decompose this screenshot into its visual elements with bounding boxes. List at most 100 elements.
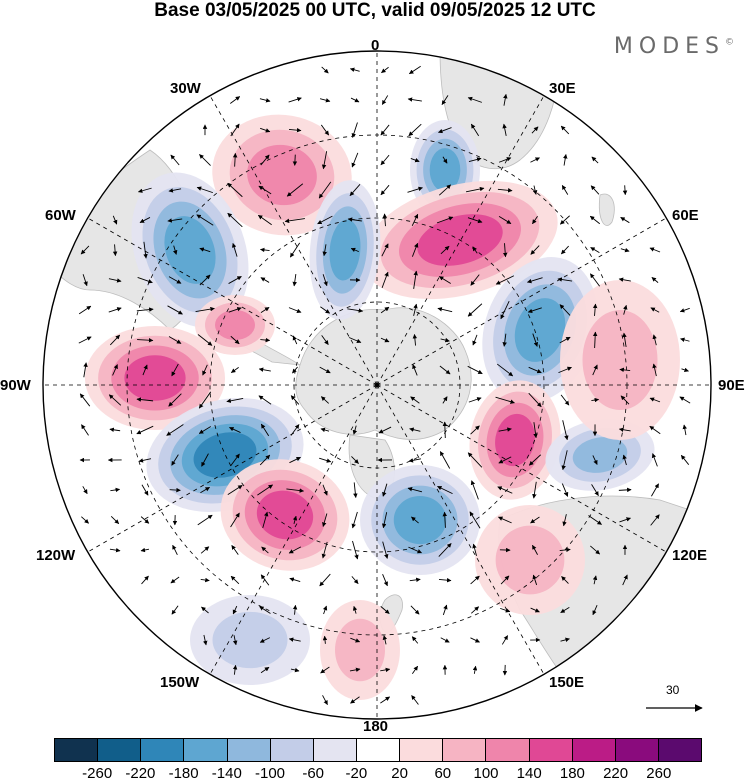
wind-vector (322, 513, 328, 527)
wind-vector (623, 304, 628, 315)
wind-vector (259, 454, 271, 466)
wind-vector (230, 512, 240, 528)
wind-vector (198, 426, 212, 434)
lobe-150w (190, 595, 310, 685)
wind-vector (502, 123, 507, 136)
wind-vector (284, 218, 305, 224)
wind-vector (288, 546, 302, 554)
wind-vector (559, 304, 571, 316)
wind-vector (467, 303, 483, 317)
wind-vector (651, 453, 658, 467)
wind-vector (532, 544, 538, 555)
wind-vector (562, 420, 569, 441)
lon-label-150e: 150E (549, 674, 585, 691)
wind-vector (650, 307, 660, 313)
wind-vector (649, 397, 661, 403)
wind-vector (108, 394, 122, 406)
wind-vector (292, 515, 298, 524)
wind-vector (231, 544, 239, 555)
wind-vector (591, 156, 599, 164)
wind-vector (408, 123, 422, 137)
wind-vector (230, 123, 240, 137)
wind-vector (321, 66, 329, 74)
wind-vector (381, 95, 389, 105)
wind-vector (169, 487, 181, 493)
wind-vector (350, 637, 361, 643)
wind-vector (592, 364, 598, 376)
wind-vector (137, 337, 154, 343)
wind-vector (349, 67, 360, 72)
lobe-140e-contour (495, 525, 565, 595)
wind-vector (380, 667, 391, 673)
wind-vector (651, 483, 659, 497)
wind-vector (320, 306, 331, 314)
lobe-165e-contour (393, 495, 447, 545)
wind-vector (498, 215, 512, 225)
wind-vector (168, 188, 182, 193)
wind-vector (500, 575, 510, 585)
wind-vector (681, 367, 689, 373)
wind-vector (321, 541, 328, 559)
wind-vector (620, 247, 630, 253)
wind-vector (136, 397, 154, 402)
wind-vector (351, 456, 359, 464)
wind-vector (381, 243, 389, 257)
wind-vector (410, 605, 420, 615)
wind-vector (560, 215, 570, 225)
wind-vector (170, 576, 180, 584)
colorbar-segment (615, 739, 659, 761)
wind-vector (82, 486, 88, 495)
lobe-135w-contour (256, 490, 314, 540)
wind-vector (496, 363, 514, 377)
wind-vector (138, 458, 152, 463)
wind-vector (228, 276, 242, 284)
brand-mark: © (725, 37, 734, 48)
wind-vector (495, 275, 515, 285)
wind-vector (530, 245, 540, 255)
wind-vector (437, 307, 453, 313)
wind-vector (622, 332, 627, 347)
wind-vector (232, 605, 238, 615)
wind-vector (440, 337, 450, 343)
colorbar-segment (227, 739, 271, 761)
wind-vector (321, 151, 328, 170)
wind-vector (260, 154, 270, 166)
wind-vector (319, 457, 332, 463)
wind-vector (408, 65, 421, 75)
wind-vector (140, 547, 150, 553)
wind-vector (322, 635, 328, 644)
wind-vector (591, 397, 600, 403)
wind-vector (319, 98, 331, 103)
wind-vector (409, 577, 421, 583)
wind-vector (495, 396, 515, 404)
wind-vector (649, 425, 661, 435)
wind-vector (200, 577, 210, 583)
colorbar-segment (572, 739, 616, 761)
wind-vector (110, 487, 121, 493)
wind-vector (498, 427, 512, 432)
wind-vector (382, 635, 388, 645)
wind-vector (380, 337, 390, 343)
wind-vector (171, 454, 179, 466)
colorbar-segment (658, 739, 702, 761)
wind-vector (112, 244, 118, 257)
wind-vector (498, 456, 512, 464)
wind-vector (108, 307, 122, 313)
colorbar-segment (55, 739, 99, 761)
wind-vector (351, 511, 358, 529)
wind-vector (532, 333, 539, 347)
wind-vector (292, 366, 298, 374)
wind-vector (109, 547, 121, 553)
wind-vector (292, 273, 297, 287)
wind-vector (258, 395, 272, 405)
wind-vector (203, 634, 208, 646)
lobe-150w-contour (212, 611, 288, 669)
colorbar-tick-label: 140 (516, 765, 542, 782)
wind-vector (649, 247, 661, 253)
wind-vector (531, 126, 539, 134)
wind-vector (167, 218, 183, 223)
wind-vector (651, 277, 659, 283)
wind-vector (82, 274, 88, 287)
wind-vector (408, 458, 422, 463)
wind-vector (411, 665, 419, 674)
